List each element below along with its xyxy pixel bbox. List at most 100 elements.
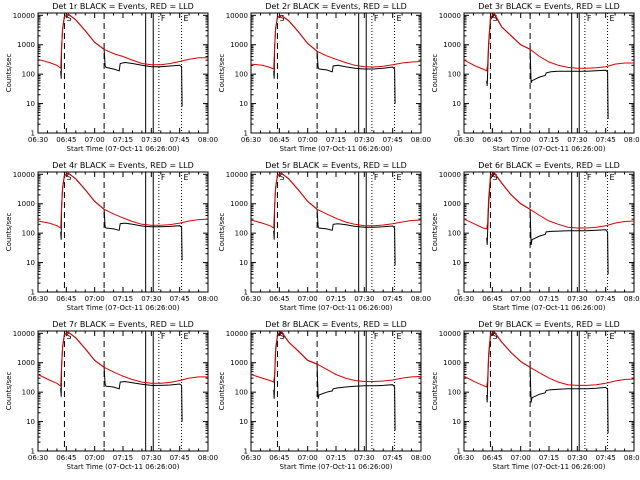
x-tick-label: 08:00	[411, 136, 431, 144]
y-tick-label: 1000	[17, 41, 35, 49]
lld-series-line	[37, 331, 208, 388]
y-axis-label: Counts/sec	[5, 54, 13, 93]
region-marker-S: S	[279, 14, 284, 23]
x-tick-label: 07:30	[567, 295, 587, 303]
y-tick-label: 10000	[439, 330, 461, 338]
x-tick-label: 07:30	[354, 136, 374, 144]
events-series-line	[60, 13, 183, 107]
y-tick-label: 1	[31, 289, 35, 297]
x-tick-label: 07:15	[113, 295, 133, 303]
y-tick-label: 10	[26, 418, 35, 426]
x-tick-label: 06:45	[269, 454, 289, 462]
x-axis-label: Start Time (07-Oct-11 06:26:00)	[493, 304, 606, 312]
x-axis-label: Start Time (07-Oct-11 06:26:00)	[493, 463, 606, 471]
region-marker-E: E	[397, 332, 402, 341]
y-tick-label: 10000	[13, 330, 35, 338]
y-tick-label: 10	[239, 418, 248, 426]
y-axis-label: Counts/sec	[218, 213, 226, 252]
panel-title: Det 9r BLACK = Events, RED = LLD	[478, 320, 620, 329]
x-tick-label: 08:00	[198, 454, 218, 462]
x-tick-label: 07:00	[298, 454, 318, 462]
y-tick-label: 1000	[443, 359, 461, 367]
lld-series-line	[250, 14, 422, 70]
y-tick-label: 10	[452, 418, 461, 426]
x-tick-label: 07:45	[596, 454, 616, 462]
y-axis-label: Counts/sec	[431, 372, 439, 411]
region-marker-E: E	[610, 14, 615, 23]
x-tick-label: 07:00	[298, 136, 318, 144]
x-tick-label: 06:30	[28, 454, 48, 462]
y-tick-label: 1	[457, 448, 461, 456]
region-marker-F: F	[587, 173, 592, 182]
y-tick-label: 1000	[17, 359, 35, 367]
y-tick-label: 1	[457, 130, 461, 138]
region-marker-F: F	[161, 332, 166, 341]
region-marker-S: S	[492, 332, 497, 341]
region-marker-F: F	[587, 332, 592, 341]
lld-series-line	[37, 172, 209, 229]
x-tick-label: 07:15	[539, 295, 559, 303]
events-series-line	[60, 331, 183, 422]
region-marker-F: F	[374, 332, 379, 341]
y-tick-label: 10000	[226, 171, 248, 179]
x-axis-label: Start Time (07-Oct-11 06:26:00)	[280, 463, 393, 471]
lld-series-line	[463, 330, 635, 388]
y-tick-label: 100	[448, 71, 461, 79]
y-tick-label: 100	[235, 230, 248, 238]
x-tick-label: 07:00	[85, 454, 105, 462]
lld-series-line	[250, 330, 422, 383]
lld-series-line	[250, 172, 422, 229]
x-tick-label: 07:15	[326, 295, 346, 303]
events-series-line	[273, 14, 396, 104]
y-tick-label: 10	[452, 259, 461, 267]
x-tick-label: 06:45	[482, 295, 502, 303]
x-tick-label: 07:00	[511, 454, 531, 462]
x-tick-label: 08:00	[198, 136, 218, 144]
panel-7: Det 7r BLACK = Events, RED = LLD 1 10 100 10…	[5, 320, 218, 471]
y-axis-label: Counts/sec	[5, 213, 13, 252]
y-tick-label: 1	[31, 130, 35, 138]
x-tick-label: 07:30	[141, 295, 161, 303]
region-marker-E: E	[397, 14, 402, 23]
y-tick-label: 10000	[439, 171, 461, 179]
region-marker-S: S	[492, 173, 497, 182]
x-tick-label: 07:30	[141, 454, 161, 462]
y-tick-label: 10	[239, 100, 248, 108]
x-axis-label: Start Time (07-Oct-11 06:26:00)	[280, 304, 393, 312]
x-tick-label: 07:15	[326, 454, 346, 462]
events-series-line	[486, 331, 609, 434]
x-tick-label: 06:30	[454, 136, 474, 144]
region-marker-E: E	[397, 173, 402, 182]
x-axis-label: Start Time (07-Oct-11 06:26:00)	[280, 145, 393, 153]
y-axis-label: Counts/sec	[431, 213, 439, 252]
panel-9: Det 9r BLACK = Events, RED = LLD 1 10 100 10…	[431, 320, 640, 471]
y-tick-label: 1	[31, 448, 35, 456]
x-tick-label: 06:45	[482, 454, 502, 462]
x-tick-label: 07:30	[354, 454, 374, 462]
x-tick-label: 07:00	[298, 295, 318, 303]
x-axis-label: Start Time (07-Oct-11 06:26:00)	[67, 304, 180, 312]
plot-frame	[250, 12, 422, 134]
y-tick-label: 10000	[439, 12, 461, 20]
y-tick-label: 1000	[17, 200, 35, 208]
region-marker-E: E	[610, 332, 615, 341]
x-tick-label: 07:15	[113, 454, 133, 462]
x-tick-label: 06:30	[28, 295, 48, 303]
x-tick-label: 07:30	[141, 136, 161, 144]
plot-frame	[37, 171, 209, 293]
x-tick-label: 07:45	[170, 454, 190, 462]
y-tick-label: 100	[448, 230, 461, 238]
x-tick-label: 07:45	[383, 454, 403, 462]
x-tick-label: 08:00	[624, 454, 640, 462]
panel-title: Det 8r BLACK = Events, RED = LLD	[265, 320, 407, 329]
panel-title: Det 7r BLACK = Events, RED = LLD	[52, 320, 194, 329]
panel-title: Det 5r BLACK = Events, RED = LLD	[265, 161, 407, 170]
x-tick-label: 07:30	[567, 136, 587, 144]
y-tick-label: 100	[448, 389, 461, 397]
panel-3: Det 3r BLACK = Events, RED = LLD 1 10 100 10…	[431, 2, 640, 153]
y-tick-label: 1000	[443, 200, 461, 208]
x-tick-label: 07:15	[326, 136, 346, 144]
y-tick-label: 10000	[13, 12, 35, 20]
lld-series-line	[463, 171, 635, 230]
